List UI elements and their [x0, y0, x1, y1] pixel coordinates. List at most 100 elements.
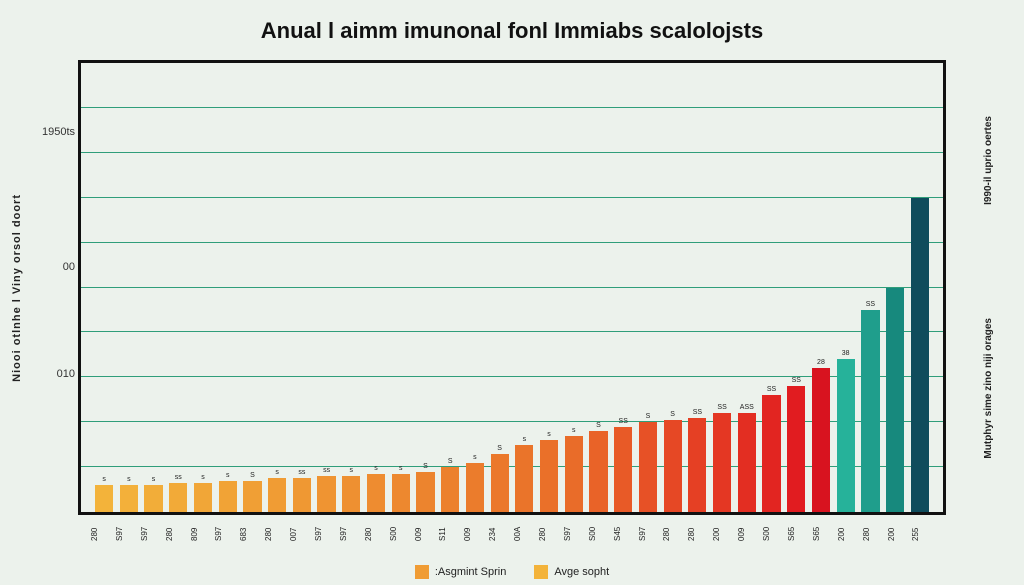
bar-rect [194, 483, 212, 512]
bar-rect [861, 310, 879, 512]
bar: SS [859, 63, 881, 512]
x-tick-label: S97 [214, 519, 236, 549]
legend-item: :Asgmint Sprin [415, 565, 507, 579]
x-tick-label: S97 [314, 519, 336, 549]
bar-rect [367, 474, 385, 512]
x-tick-label: S00 [389, 519, 411, 549]
bar: S [662, 63, 684, 512]
legend-label: :Asgmint Sprin [435, 566, 507, 578]
x-tick-label: 280 [264, 519, 286, 549]
x-axis-labels: 280S97S97280809S97683280007S97S97280S000… [90, 519, 934, 549]
bar-rect [565, 436, 583, 512]
bar-value-label: s [152, 476, 156, 483]
bar: 38 [835, 63, 857, 512]
bar-rect [589, 431, 607, 512]
x-tick-label: S97 [339, 519, 361, 549]
x-tick-label: S00 [588, 519, 610, 549]
plot-area: 1950ts00010sssssssSssssssssSSsSsssSSSSSS… [78, 60, 946, 515]
bar: s [390, 63, 412, 512]
bar: s [266, 63, 288, 512]
y-axis-right-label: I990-il uprio oertes [983, 116, 994, 205]
bar [909, 63, 931, 512]
bar: ASS [736, 63, 758, 512]
bar: s [217, 63, 239, 512]
bar-value-label: s [102, 476, 106, 483]
bar-rect [317, 476, 335, 512]
x-tick-label: 280 [538, 519, 560, 549]
bar-rect [416, 472, 434, 512]
bar: SS [612, 63, 634, 512]
bar-rect [738, 413, 756, 512]
bar-value-label: s [473, 454, 477, 461]
bar: s [142, 63, 164, 512]
bar: SS [711, 63, 733, 512]
bar-rect [688, 418, 706, 512]
bar-rect [293, 478, 311, 512]
bar: ss [315, 63, 337, 512]
bar: s [538, 63, 560, 512]
bar: S [587, 63, 609, 512]
x-tick-label: 200 [887, 519, 909, 549]
bar-rect [837, 359, 855, 512]
bar-rect [713, 413, 731, 512]
bar: s [563, 63, 585, 512]
bar-value-label: s [523, 436, 527, 443]
x-tick-label: 280 [364, 519, 386, 549]
x-tick-label: 280 [165, 519, 187, 549]
bar-value-label: SS [792, 377, 801, 384]
bar-value-label: S [497, 445, 502, 452]
x-tick-label: 007 [289, 519, 311, 549]
bar-value-label: S [423, 463, 428, 470]
x-tick-label: S65 [787, 519, 809, 549]
bar-value-label: s [275, 469, 279, 476]
bar-value-label: s [127, 476, 131, 483]
bar-value-label: s [399, 465, 403, 472]
x-tick-label: S11 [438, 519, 460, 549]
bar-rect [95, 485, 113, 512]
bar-rect [144, 485, 162, 512]
bar-value-label: s [547, 431, 551, 438]
bar-rect [243, 481, 261, 512]
bar-value-label: SS [619, 418, 628, 425]
bar-rect [268, 478, 286, 512]
x-tick-label: 255 [911, 519, 933, 549]
x-tick-label: S97 [563, 519, 585, 549]
bar-value-label: S [448, 458, 453, 465]
bar: 28 [810, 63, 832, 512]
bar-rect [169, 483, 187, 512]
bar-rect [219, 481, 237, 512]
legend-swatch [534, 565, 548, 579]
y-tick-label: 010 [33, 368, 75, 380]
bar: SS [785, 63, 807, 512]
bar-value-label: ss [175, 474, 182, 481]
x-tick-label: 00A [513, 519, 535, 549]
x-tick-label: 280 [862, 519, 884, 549]
bar-value-label: SS [866, 301, 875, 308]
bar: SS [686, 63, 708, 512]
bar-value-label: S [646, 413, 651, 420]
x-tick-label: 009 [414, 519, 436, 549]
legend: :Asgmint Sprin Avge sopht [0, 565, 1024, 579]
bar: ss [167, 63, 189, 512]
bar-value-label: 38 [842, 350, 850, 357]
x-tick-label: 200 [712, 519, 734, 549]
bar: S [241, 63, 263, 512]
bar-rect [120, 485, 138, 512]
bar-rect [639, 422, 657, 512]
bar-rect [540, 440, 558, 512]
bar: SS [760, 63, 782, 512]
legend-swatch [415, 565, 429, 579]
bar-rect [762, 395, 780, 512]
x-tick-label: 280 [662, 519, 684, 549]
bar-value-label: SS [767, 386, 776, 393]
bar: s [192, 63, 214, 512]
bar-rect [614, 427, 632, 512]
bar-value-label: S [670, 411, 675, 418]
bar-value-label: s [374, 465, 378, 472]
x-tick-label: 683 [239, 519, 261, 549]
x-tick-label: S45 [613, 519, 635, 549]
x-tick-label: 009 [737, 519, 759, 549]
bar-value-label: s [572, 427, 576, 434]
y-axis-left-label: Niooi otlnhe l Viny orsol doort [6, 60, 28, 515]
bar: S [637, 63, 659, 512]
